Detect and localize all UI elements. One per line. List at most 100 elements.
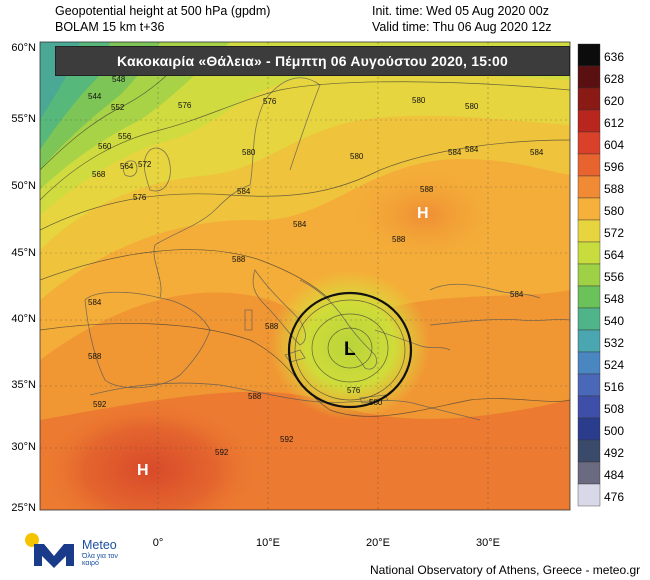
colorbar-swatch (577, 461, 601, 485)
low-pressure-center: L (344, 339, 356, 360)
colorbar-swatch (577, 351, 601, 375)
colorbar-swatch (577, 87, 601, 111)
contour-label: 584 (465, 145, 479, 154)
contour-label: 584 (530, 148, 544, 157)
event-banner: Κακοκαιρία «Θάλεια» - Πέμπτη 06 Αυγούστο… (55, 46, 570, 76)
contour-label: 584 (88, 298, 102, 307)
colorbar-swatch (577, 285, 601, 309)
colorbar (577, 43, 601, 507)
colorbar-swatch (577, 197, 601, 221)
colorbar-label: 548 (604, 292, 625, 306)
contour-label: 588 (392, 235, 406, 244)
logo-name: Meteo (82, 538, 117, 552)
logo-tagline: Όλα για τον καιρό (82, 553, 118, 567)
credit-text: National Observatory of Athens, Greece -… (370, 563, 641, 577)
contour-label: 576 (178, 101, 192, 110)
colorbar-label: 556 (604, 270, 625, 284)
colorbar-label: 476 (604, 490, 625, 504)
contour-label: 580 (350, 152, 364, 161)
contour-label: 592 (93, 400, 107, 409)
contour-label: 588 (420, 185, 434, 194)
colorbar-swatch (577, 373, 601, 397)
lat-label: 25°N (11, 502, 36, 514)
colorbar-swatch (577, 263, 601, 287)
colorbar-label: 508 (604, 402, 625, 416)
colorbar-swatch (577, 329, 601, 353)
contour-label: 564 (120, 162, 134, 171)
colorbar-label: 620 (604, 94, 625, 108)
contour-label: 576 (347, 386, 361, 395)
contour-label: 572 (138, 160, 152, 169)
contour-label: 544 (88, 92, 102, 101)
contour-label: 580 (465, 102, 479, 111)
contour-label: 592 (280, 435, 294, 444)
colorbar-label: 516 (604, 380, 625, 394)
contour-label: 588 (248, 392, 262, 401)
colorbar-swatch (577, 219, 601, 243)
colorbar-label: 604 (604, 138, 625, 152)
init-time: Init. time: Wed 05 Aug 2020 00z (372, 4, 549, 18)
colorbar-swatch (577, 153, 601, 177)
colorbar-swatch (577, 131, 601, 155)
valid-time: Valid time: Thu 06 Aug 2020 12z (372, 20, 552, 34)
contour-label: 576 (263, 97, 277, 106)
colorbar-swatch (577, 175, 601, 199)
lon-label: 0° (152, 537, 164, 549)
contour-label: 584 (510, 290, 524, 299)
contour-label: 576 (133, 193, 147, 202)
lat-label: 50°N (11, 180, 36, 192)
colorbar-label: 612 (604, 116, 625, 130)
lat-label: 30°N (11, 441, 36, 453)
lat-label: 60°N (11, 42, 36, 54)
lon-label: 30°E (476, 537, 500, 549)
colorbar-swatch (577, 307, 601, 331)
colorbar-swatch (577, 65, 601, 89)
high-pressure-ukraine: H (417, 205, 429, 222)
colorbar-label: 588 (604, 182, 625, 196)
contour-label: 552 (111, 103, 125, 112)
colorbar-swatch (577, 395, 601, 419)
colorbar-label: 540 (604, 314, 625, 328)
colorbar-swatch (577, 241, 601, 265)
colorbar-swatch (577, 439, 601, 463)
contour-label: 580 (242, 148, 256, 157)
colorbar-label: 580 (604, 204, 625, 218)
contour-label: 584 (237, 187, 251, 196)
colorbar-label: 628 (604, 72, 625, 86)
colorbar-label: 532 (604, 336, 625, 350)
colorbar-swatch (577, 43, 601, 67)
colorbar-swatch (577, 483, 601, 507)
colorbar-label: 500 (604, 424, 625, 438)
contour-label: 580 (412, 96, 426, 105)
colorbar-label: 492 (604, 446, 625, 460)
colorbar-label: 484 (604, 468, 625, 482)
contour-label: 584 (448, 148, 462, 157)
colorbar-label: 636 (604, 50, 625, 64)
lon-label: 10°E (256, 537, 280, 549)
lat-label: 40°N (11, 313, 36, 325)
colorbar-label: 524 (604, 358, 625, 372)
lat-label: 45°N (11, 247, 36, 259)
contour-label: 556 (118, 132, 132, 141)
lat-label: 55°N (11, 113, 36, 125)
colorbar-swatch (577, 109, 601, 133)
high-pressure-africa: H (137, 462, 149, 479)
contour-label: 580 (369, 398, 383, 407)
chart-title: Geopotential height at 500 hPa (gpdm) (55, 4, 271, 18)
contour-label: 560 (98, 142, 112, 151)
storm-highlight-circle (287, 291, 413, 409)
contour-label: 568 (92, 170, 106, 179)
colorbar-swatch (577, 417, 601, 441)
contour-label: 588 (265, 322, 279, 331)
contour-label: 588 (88, 352, 102, 361)
colorbar-label: 564 (604, 248, 625, 262)
colorbar-label: 596 (604, 160, 625, 174)
meteo-logo-icon (25, 533, 74, 568)
lat-label: 35°N (11, 379, 36, 391)
colorbar-label: 572 (604, 226, 625, 240)
contour-label: 584 (293, 220, 307, 229)
contour-label: 592 (215, 448, 229, 457)
contour-label: 548 (112, 75, 126, 84)
contour-label: 588 (232, 255, 246, 264)
